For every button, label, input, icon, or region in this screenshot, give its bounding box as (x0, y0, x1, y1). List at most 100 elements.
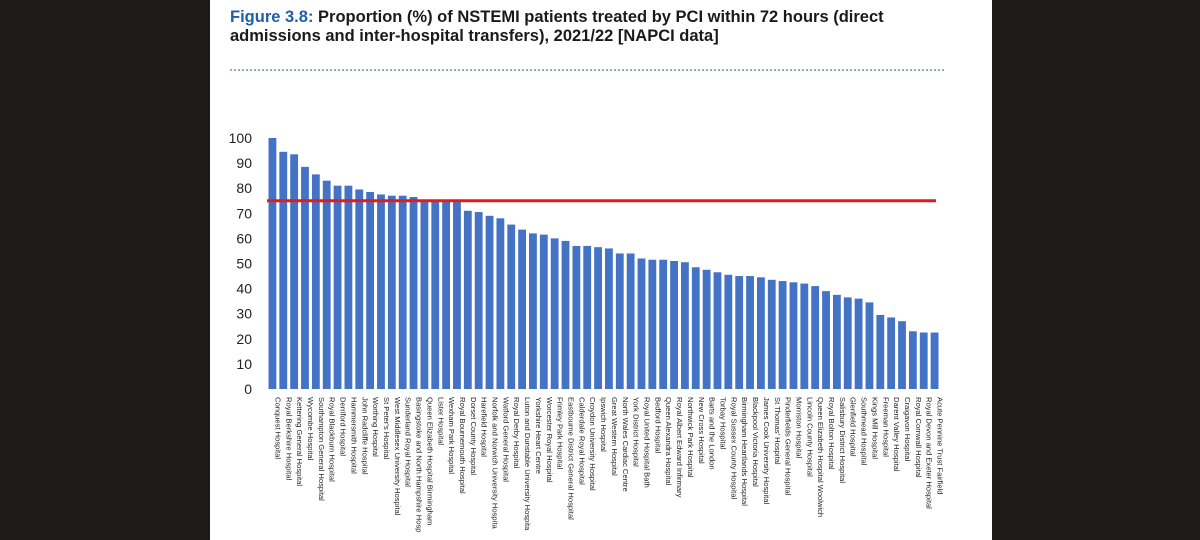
x-tick-label: Darent Valley Hospital (892, 397, 901, 472)
x-tick-label: Glenfield Hospital (849, 397, 858, 457)
x-tick-label: Conquest Hospital (273, 397, 282, 459)
bar (485, 215, 494, 389)
bar (789, 282, 798, 389)
y-tick-label: 10 (236, 356, 252, 372)
y-tick-label: 50 (236, 256, 252, 272)
y-tick-label: 0 (244, 381, 252, 397)
x-tick-label: Torbay Hospital (718, 397, 727, 450)
bar (898, 321, 906, 389)
bar (420, 200, 429, 389)
bar (605, 248, 613, 389)
x-tick-label: York District Hospital (632, 397, 641, 467)
bar (387, 195, 396, 389)
x-tick-label: Royal Berkshire Hospital (284, 397, 293, 480)
x-tick-label: Wexham Park Hospital (447, 397, 456, 474)
bar (301, 166, 309, 389)
x-tick-label: Worcester Royal Hospital (545, 397, 554, 483)
bar (702, 269, 711, 389)
bar (811, 286, 820, 389)
x-tick-label: Queen Alexandra Hospital (664, 397, 673, 486)
y-tick-label: 60 (236, 230, 252, 246)
bar (431, 200, 440, 389)
bar (756, 277, 765, 389)
x-tick-label: Lincoln County Hospital (805, 397, 814, 477)
x-tick-label: Hammersmith Hospital (349, 397, 358, 474)
x-tick-label: Blackpool Victoria Hospital (751, 397, 760, 487)
x-tick-label: Royal Albert Edward Infirmary (675, 397, 684, 498)
bar (583, 245, 592, 389)
bars (268, 138, 939, 390)
y-tick-label: 30 (236, 306, 252, 322)
bar (908, 331, 917, 389)
bar (474, 212, 483, 389)
bar (539, 234, 548, 389)
bar (919, 332, 928, 389)
x-tick-label: Craigavon Hospital (903, 397, 912, 461)
bar (572, 245, 581, 389)
x-tick-label: Yorkshire Heart Centre (534, 397, 543, 474)
bar (681, 262, 689, 389)
bar (670, 260, 678, 389)
bar (409, 196, 418, 389)
x-tick-label: West Middlesex University Hospital (393, 397, 402, 516)
x-tick-label: Salisbury District Hospital (838, 397, 847, 483)
x-tick-label: Pinderfields General Hospital (784, 397, 793, 496)
x-tick-label: New Cross Hospital (697, 397, 706, 464)
bar (854, 298, 863, 389)
x-tick-label: Royal United Hospital Bath (642, 397, 651, 488)
figure-number: Figure 3.8: (230, 8, 314, 26)
x-tick-label: Morriston Hospital (794, 397, 803, 459)
x-tick-label: Northwick Park Hospital (686, 397, 695, 478)
y-tick-label: 40 (236, 281, 252, 297)
bar (615, 253, 624, 389)
bar (800, 283, 809, 389)
x-tick-label: Kettering General Hospital (295, 397, 304, 486)
bar (724, 274, 733, 389)
x-tick-label: Royal Blackburn Hospital (328, 397, 337, 482)
bar (377, 194, 385, 389)
x-tick-label: Calderdale Royal Hospital (577, 397, 586, 485)
x-tick-label: Wycombe Hospital (306, 397, 315, 461)
bar (311, 174, 320, 389)
figure-title-text: Proportion (%) of NSTEMI patients treate… (230, 8, 884, 45)
x-tick-label: Royal Bolton Hospital (827, 397, 836, 470)
bar (344, 185, 353, 389)
x-tick-label: James Cook University Hospital (762, 397, 771, 505)
bar (735, 276, 744, 389)
bar (529, 233, 537, 389)
x-axis-labels: Conquest Hospital Royal Berkshire Hospita… (273, 397, 944, 533)
y-tick-label: 100 (229, 130, 253, 146)
bar (648, 259, 657, 389)
y-tick-label: 20 (236, 331, 252, 347)
bar (366, 191, 375, 389)
x-tick-label: Worthing Hospital (371, 397, 380, 457)
bar (626, 253, 635, 389)
x-tick-label: Queen Elizabeth Hospital Woolwich (816, 397, 825, 517)
x-tick-label: Lister Hospital (436, 397, 445, 445)
x-tick-label: Royal Sussex County Hospital (729, 397, 738, 499)
x-tick-label: Norfolk and Norwich University Hospita (491, 397, 500, 529)
x-tick-label: John Radcliffe Hospital (360, 397, 369, 475)
x-tick-label: Great Western Hospital (610, 397, 619, 476)
bar (496, 218, 505, 389)
bar (333, 185, 342, 389)
x-tick-label: Ipswich Hospital (599, 397, 608, 452)
dotted-divider (230, 69, 944, 71)
bar (561, 240, 570, 389)
bar (463, 210, 472, 389)
x-tick-label: Sunderland Royal Hospital (404, 397, 413, 487)
bar (268, 138, 277, 389)
bar (507, 224, 516, 389)
bar (518, 229, 526, 389)
y-tick-label: 80 (236, 180, 252, 196)
x-tick-label: Dorset County Hospital (469, 397, 478, 475)
bar (398, 195, 407, 389)
bar (322, 180, 331, 389)
bar (746, 276, 754, 389)
x-tick-label: Derriford Hospital (339, 397, 348, 456)
y-axis: 0 10 20 30 40 50 60 70 80 90 100 (229, 130, 253, 397)
bar (550, 238, 559, 389)
x-tick-label: Frimley Park Hospital (556, 397, 565, 469)
x-tick-label: St Peter's Hospital (382, 397, 391, 460)
